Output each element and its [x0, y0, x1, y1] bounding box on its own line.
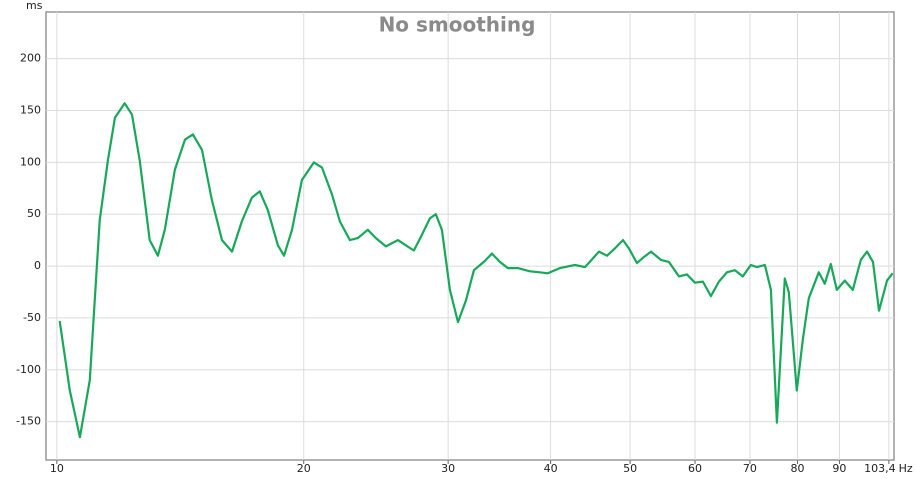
y-tick-label: -100	[16, 363, 41, 376]
y-tick-label: 200	[20, 52, 41, 65]
x-tick-label: 103,4	[864, 462, 896, 475]
x-tick-label: 40	[544, 462, 558, 475]
plot-frame	[45, 11, 895, 461]
y-tick-label: -50	[23, 311, 41, 324]
x-axis-label: Hz	[899, 462, 913, 475]
x-tick-label: 30	[441, 462, 455, 475]
y-tick-label: 150	[20, 104, 41, 117]
y-axis-label: ms	[26, 0, 43, 12]
x-tick-label: 50	[623, 462, 637, 475]
marks	[58, 102, 894, 439]
x-tick-label: 90	[832, 462, 846, 475]
x-tick-label: 80	[790, 462, 804, 475]
y-tick-label: -150	[16, 415, 41, 428]
x-tick-label: 60	[688, 462, 702, 475]
y-tick-label: 100	[20, 155, 41, 168]
x-tick-label: 10	[50, 462, 64, 475]
y-tick-label: 50	[27, 207, 41, 220]
data-line	[58, 102, 894, 439]
y-tick-label: 0	[34, 259, 41, 272]
chart-title: No smoothing	[379, 13, 536, 37]
x-tick-label: 70	[743, 462, 757, 475]
x-tick-label: 20	[297, 462, 311, 475]
